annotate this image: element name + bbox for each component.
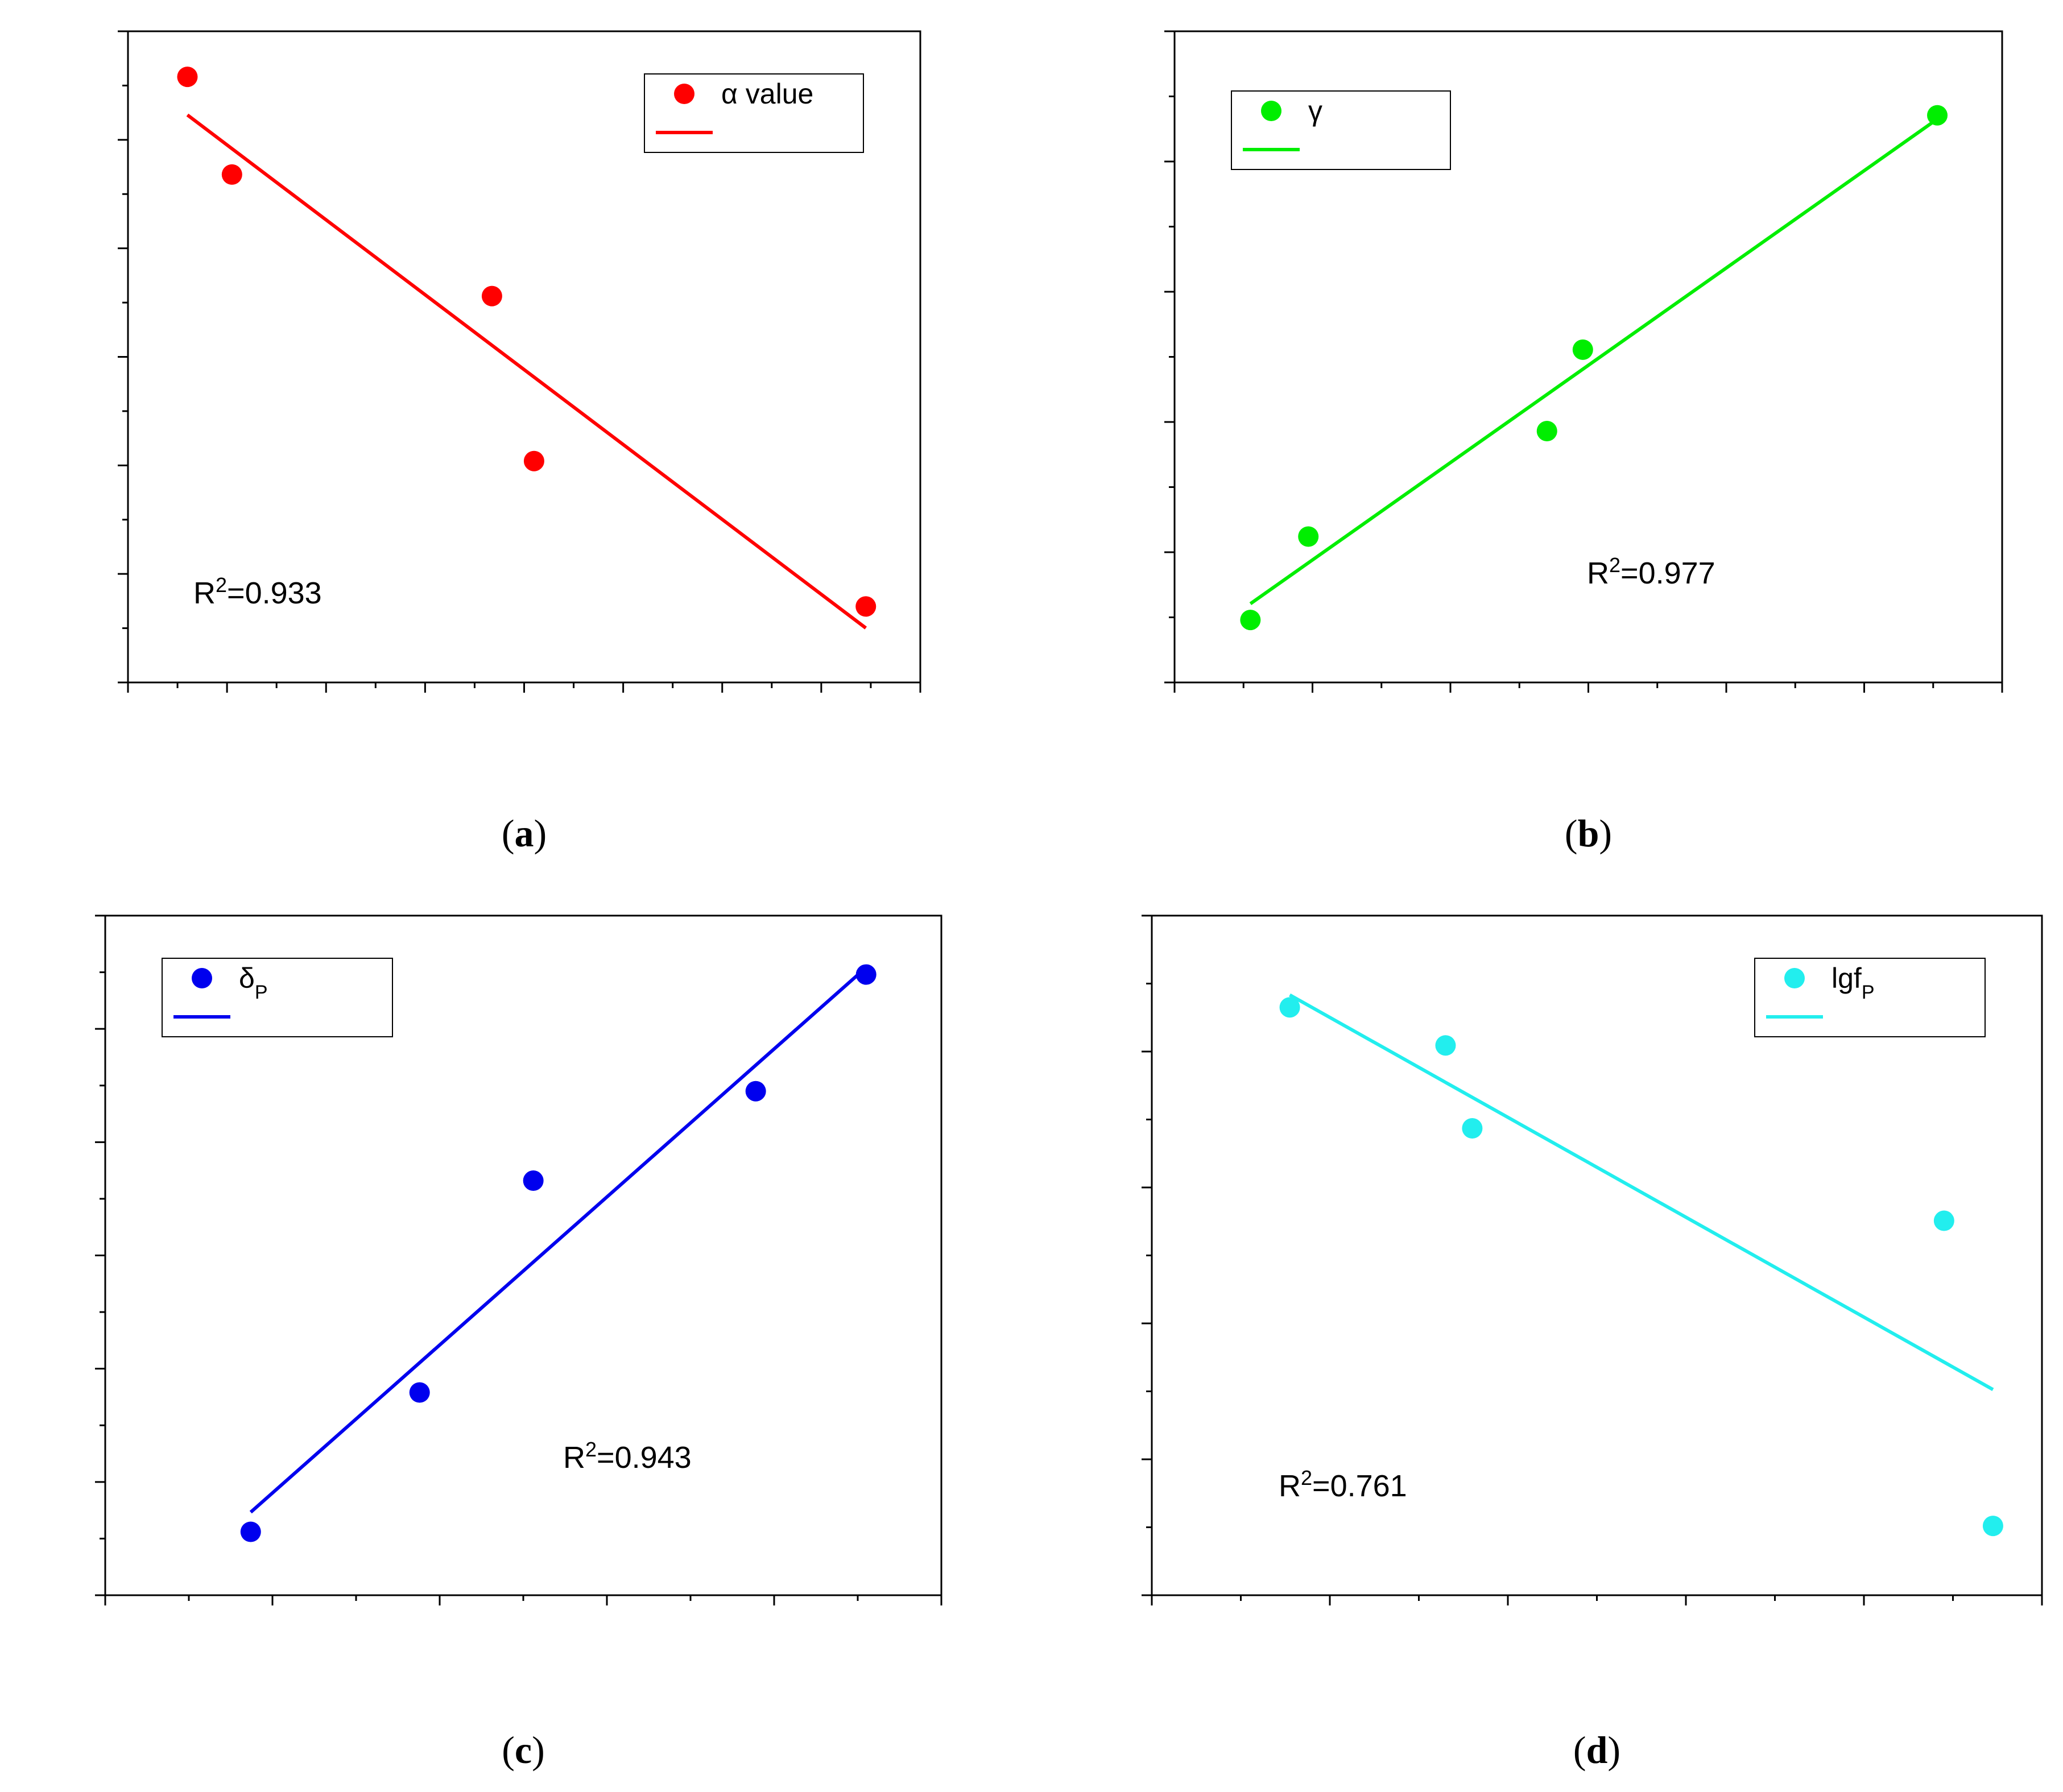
data-point xyxy=(1435,1035,1456,1056)
chart-panel-d: lgfP R2=0.761 (d) xyxy=(1142,914,2043,1772)
legend-marker xyxy=(674,84,694,104)
data-point xyxy=(221,164,242,185)
panel-label-close: ) xyxy=(532,1728,545,1772)
data-point xyxy=(1933,1210,1954,1231)
legend-box xyxy=(1231,90,1451,170)
chart-panel-a: α value R2=0.933 (a) xyxy=(118,30,921,855)
data-point xyxy=(1927,105,1948,126)
legend-series-label: α value xyxy=(721,78,813,110)
r-squared-label: R xyxy=(563,1441,585,1475)
legend-series-label: δP xyxy=(239,962,268,1003)
data-point xyxy=(1572,339,1593,360)
data-point xyxy=(745,1081,766,1102)
r-squared-superscript: 2 xyxy=(216,573,227,597)
fitting-line xyxy=(1249,117,1938,606)
data-point xyxy=(177,67,198,88)
data-point xyxy=(1982,1516,2003,1537)
panel-label-open: ( xyxy=(502,1728,515,1772)
r-squared-superscript: 2 xyxy=(1301,1466,1312,1489)
panel-label: (c) xyxy=(502,1728,545,1772)
data-point xyxy=(523,1170,544,1191)
legend-marker xyxy=(1261,101,1281,121)
r-squared-value: =0.977 xyxy=(1620,556,1715,590)
r-squared: R2=0.933 xyxy=(193,573,322,611)
data-point xyxy=(409,1382,430,1403)
fitting-line xyxy=(186,113,867,630)
panel-label: (d) xyxy=(1573,1728,1620,1772)
data-point xyxy=(1279,997,1300,1018)
legend-marker xyxy=(192,968,212,988)
r-squared-value: =0.943 xyxy=(597,1441,692,1475)
panel-label-letter: c xyxy=(515,1728,532,1772)
r-squared-value: =0.933 xyxy=(227,576,322,610)
legend-marker xyxy=(1784,968,1805,988)
data-point xyxy=(1536,421,1557,442)
r-squared-label: R xyxy=(193,576,216,610)
fitting-line xyxy=(1289,993,1994,1391)
legend-series-text: α value xyxy=(721,78,813,110)
chart-panel-b: γ R2=0.977 (b) xyxy=(1164,30,2003,855)
panel-label-letter: a xyxy=(515,812,534,855)
panel-label-close: ) xyxy=(1599,812,1612,855)
panel-label: (b) xyxy=(1565,812,1612,855)
panel-label-close: ) xyxy=(534,812,547,855)
data-point xyxy=(855,964,877,985)
chart-panel-c: δP R2=0.943 (c) xyxy=(95,914,942,1772)
legend-series-label: lgfP xyxy=(1832,962,1875,1003)
legend-series-text: lgf xyxy=(1832,962,1862,994)
data-point xyxy=(1298,526,1319,547)
r-squared-superscript: 2 xyxy=(1609,553,1620,577)
fitting-line xyxy=(249,966,867,1514)
panel-label: (a) xyxy=(502,812,547,855)
r-squared-label: R xyxy=(1279,1469,1301,1503)
r-squared: R2=0.943 xyxy=(563,1438,692,1475)
panel-label-open: ( xyxy=(1565,812,1578,855)
legend-series-subscript: P xyxy=(1862,982,1875,1003)
r-squared-superscript: 2 xyxy=(585,1438,597,1461)
panel-label-close: ) xyxy=(1607,1728,1620,1772)
data-point xyxy=(1240,610,1261,631)
data-point xyxy=(240,1521,261,1542)
legend-series-text: δ xyxy=(239,962,255,994)
r-squared: R2=0.977 xyxy=(1587,553,1715,591)
panel-label-letter: d xyxy=(1586,1728,1608,1772)
legend-series-text: γ xyxy=(1308,95,1322,127)
data-point xyxy=(1462,1118,1483,1139)
panel-label-letter: b xyxy=(1578,812,1599,855)
data-point xyxy=(481,285,502,307)
data-point xyxy=(523,450,544,471)
r-squared-label: R xyxy=(1587,556,1609,590)
r-squared-value: =0.761 xyxy=(1312,1469,1407,1503)
panel-label-open: ( xyxy=(1573,1728,1586,1772)
panel-label-open: ( xyxy=(502,812,515,855)
data-point xyxy=(855,596,877,617)
legend-series-label: γ xyxy=(1308,95,1322,127)
legend-series-subscript: P xyxy=(255,982,268,1003)
r-squared: R2=0.761 xyxy=(1279,1466,1407,1504)
